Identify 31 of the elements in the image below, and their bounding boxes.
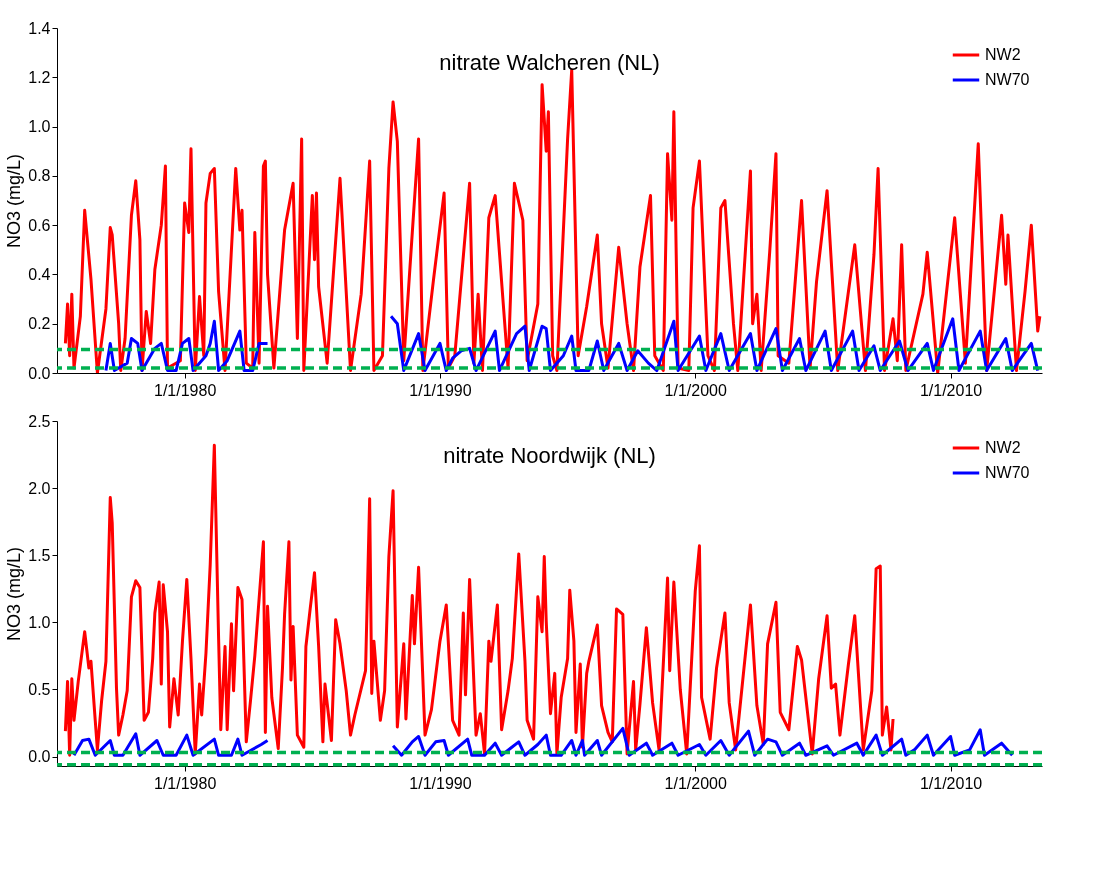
y-tick-label: 1.0 bbox=[28, 613, 51, 631]
y-tick-label: 0.6 bbox=[28, 216, 51, 234]
y-tick-label: 0.8 bbox=[28, 167, 51, 185]
x-tick-label: 1/1/1990 bbox=[409, 774, 472, 792]
y-tick-label: 1.4 bbox=[28, 19, 51, 37]
legend-label: NW2 bbox=[985, 46, 1021, 63]
legend-label: NW70 bbox=[985, 71, 1030, 88]
x-tick-label: 1/1/1990 bbox=[409, 381, 472, 399]
y-axis-title: NO3 (mg/L) bbox=[4, 153, 25, 249]
legend-label: NW2 bbox=[985, 439, 1021, 456]
x-tick-label: 1/1/2000 bbox=[664, 381, 727, 399]
y-tick-label: 0.0 bbox=[28, 748, 51, 766]
x-tick-label: 1/1/1980 bbox=[153, 381, 217, 399]
y-tick-label: 2.0 bbox=[28, 479, 51, 497]
y-tick-label: 0.0 bbox=[28, 364, 51, 382]
y-tick-label: 2.5 bbox=[28, 412, 51, 430]
x-tick-label: 1/1/1980 bbox=[153, 774, 217, 792]
y-tick-label: 1.5 bbox=[28, 546, 51, 564]
y-tick-label: 0.2 bbox=[28, 315, 51, 333]
y-tick-label: 0.5 bbox=[28, 680, 51, 698]
y-tick-label: 0.4 bbox=[28, 265, 51, 283]
text: nitrate Walcheren (NL) bbox=[439, 50, 660, 75]
legend-label: NW70 bbox=[985, 464, 1030, 481]
y-axis-title: NO3 (mg/L) bbox=[4, 546, 25, 642]
text: nitrate Noordwijk (NL) bbox=[443, 443, 656, 468]
y-tick-label: 1.0 bbox=[28, 118, 51, 136]
x-tick-label: 1/1/2000 bbox=[664, 774, 727, 792]
y-tick-label: 1.2 bbox=[28, 68, 51, 86]
x-tick-label: 1/1/2010 bbox=[919, 381, 983, 399]
x-tick-label: 1/1/2010 bbox=[919, 774, 983, 792]
line-series bbox=[63, 443, 895, 757]
